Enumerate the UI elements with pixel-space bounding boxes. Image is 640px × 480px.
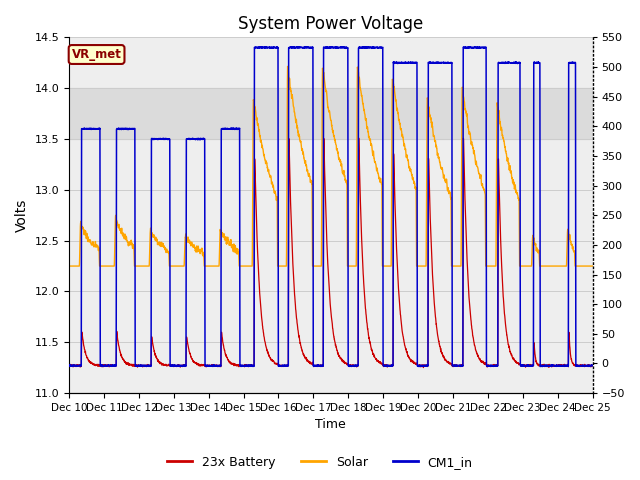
Y-axis label: Volts: Volts — [15, 199, 29, 232]
Bar — [69, 88, 593, 139]
X-axis label: Time: Time — [316, 419, 346, 432]
Text: VR_met: VR_met — [72, 48, 122, 61]
Title: System Power Voltage: System Power Voltage — [238, 15, 424, 33]
Legend: 23x Battery, Solar, CM1_in: 23x Battery, Solar, CM1_in — [163, 451, 477, 474]
